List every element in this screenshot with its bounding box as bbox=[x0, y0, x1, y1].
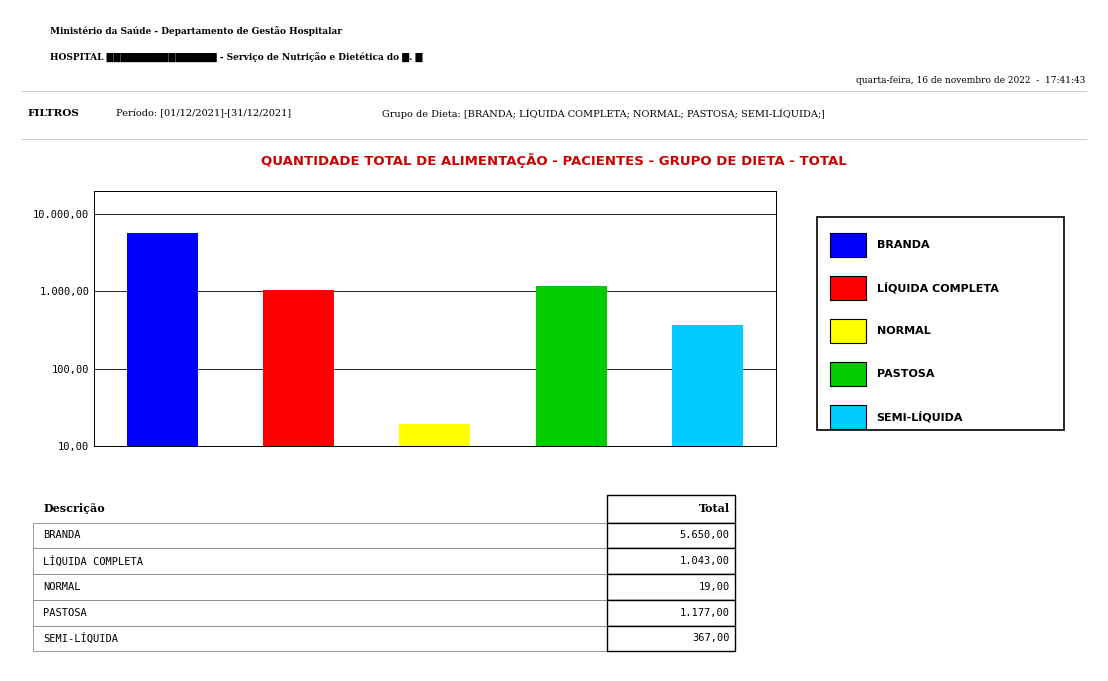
FancyBboxPatch shape bbox=[33, 626, 607, 651]
Text: Ministério da Saúde - Departamento de Gestão Hospitalar: Ministério da Saúde - Departamento de Ge… bbox=[50, 26, 342, 35]
Bar bbox=[400, 424, 470, 681]
Text: 1.177,00: 1.177,00 bbox=[679, 607, 729, 618]
Text: 1.043,00: 1.043,00 bbox=[679, 556, 729, 566]
FancyBboxPatch shape bbox=[831, 405, 865, 429]
Text: SEMI-LÍQUIDA: SEMI-LÍQUIDA bbox=[43, 633, 119, 644]
Text: HOSPITAL ████████████████ - Serviço de Nutrição e Dietética do █. █: HOSPITAL ████████████████ - Serviço de N… bbox=[50, 53, 422, 63]
FancyBboxPatch shape bbox=[831, 362, 865, 386]
Text: BRANDA: BRANDA bbox=[876, 240, 930, 250]
FancyBboxPatch shape bbox=[831, 276, 865, 300]
FancyBboxPatch shape bbox=[831, 319, 865, 343]
Text: NORMAL: NORMAL bbox=[876, 326, 931, 336]
Bar bbox=[536, 286, 606, 681]
Text: PASTOSA: PASTOSA bbox=[43, 607, 88, 618]
Text: 19,00: 19,00 bbox=[698, 582, 729, 592]
FancyBboxPatch shape bbox=[607, 495, 735, 522]
Bar bbox=[673, 325, 742, 681]
FancyBboxPatch shape bbox=[33, 600, 607, 626]
Text: Descrição: Descrição bbox=[43, 503, 105, 514]
Text: SEMI-LÍQUIDA: SEMI-LÍQUIDA bbox=[876, 411, 963, 422]
Bar bbox=[264, 290, 334, 681]
Text: BRANDA: BRANDA bbox=[43, 530, 81, 541]
FancyBboxPatch shape bbox=[817, 217, 1064, 430]
Text: 5.650,00: 5.650,00 bbox=[679, 530, 729, 541]
FancyBboxPatch shape bbox=[607, 600, 735, 626]
FancyBboxPatch shape bbox=[607, 574, 735, 600]
FancyBboxPatch shape bbox=[607, 522, 735, 548]
FancyBboxPatch shape bbox=[607, 626, 735, 651]
FancyBboxPatch shape bbox=[33, 522, 607, 548]
FancyBboxPatch shape bbox=[33, 548, 607, 574]
Text: NORMAL: NORMAL bbox=[43, 582, 81, 592]
FancyBboxPatch shape bbox=[33, 574, 607, 600]
Text: QUANTIDADE TOTAL DE ALIMENTAÇÃO - PACIENTES - GRUPO DE DIETA - TOTAL: QUANTIDADE TOTAL DE ALIMENTAÇÃO - PACIEN… bbox=[261, 153, 847, 168]
Text: Total: Total bbox=[698, 503, 729, 514]
FancyBboxPatch shape bbox=[607, 548, 735, 574]
Text: 367,00: 367,00 bbox=[692, 633, 729, 644]
Text: LÍQUIDA COMPLETA: LÍQUIDA COMPLETA bbox=[876, 283, 998, 294]
Text: Período: [01/12/2021]-[31/12/2021]: Período: [01/12/2021]-[31/12/2021] bbox=[116, 109, 291, 118]
FancyBboxPatch shape bbox=[831, 233, 865, 257]
Bar bbox=[127, 233, 197, 681]
Text: PASTOSA: PASTOSA bbox=[876, 368, 934, 379]
Text: Grupo de Dieta: [BRANDA; LÍQUIDA COMPLETA; NORMAL; PASTOSA; SEMI-LÍQUIDA;]: Grupo de Dieta: [BRANDA; LÍQUIDA COMPLET… bbox=[382, 108, 825, 118]
Text: LÍQUIDA COMPLETA: LÍQUIDA COMPLETA bbox=[43, 556, 143, 567]
Text: FILTROS: FILTROS bbox=[28, 109, 80, 118]
Text: quarta-feira, 16 de novembro de 2022  -  17:41:43: quarta-feira, 16 de novembro de 2022 - 1… bbox=[856, 76, 1086, 84]
